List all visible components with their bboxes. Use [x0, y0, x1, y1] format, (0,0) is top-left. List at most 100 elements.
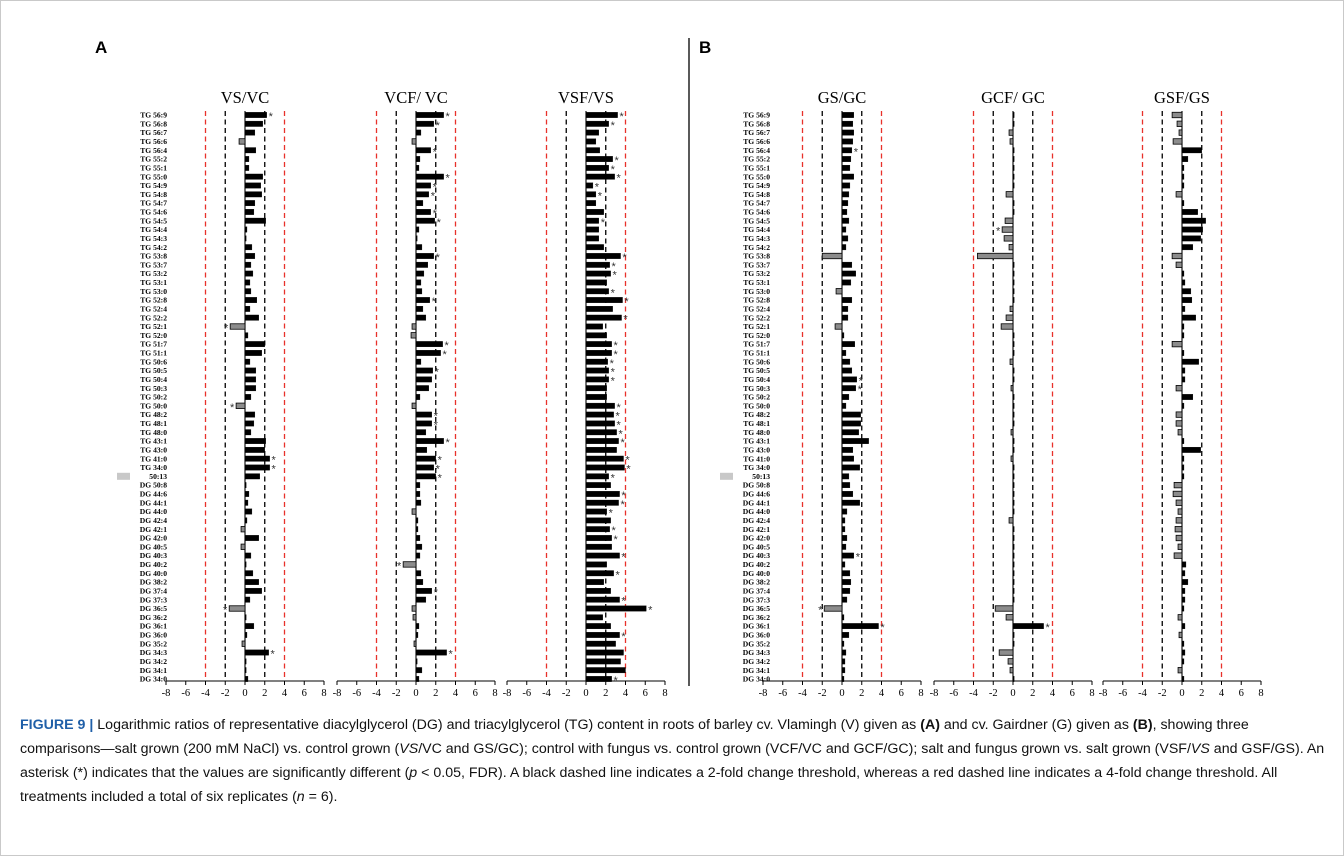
bar-gs-gc-dg-44-0 — [841, 508, 848, 515]
category-label: TG 51:7 — [743, 340, 770, 349]
significance-asterisk: * — [626, 464, 631, 476]
bar-gsf-gs-tg-41-0 — [1181, 455, 1185, 462]
bar-gs-gc-50-13 — [841, 473, 850, 480]
bar-gsf-gs-tg-55-1 — [1181, 164, 1185, 171]
bar-vsf-vs-tg-53-1 — [585, 279, 607, 286]
bar-gcf-gc-tg-55-2 — [1012, 156, 1015, 162]
bar-gcf-gc-dg-40-5 — [1012, 543, 1015, 550]
bar-gsf-gs-tg-54-2 — [1181, 244, 1194, 251]
bar-vs-vc-tg-50-2 — [244, 394, 252, 400]
category-label: TG 56:9 — [140, 111, 167, 120]
bar-vcf-vc-tg-43-1 — [415, 438, 444, 444]
significance-asterisk: * — [880, 622, 885, 634]
bar-vsf-vs-dg-37-4 — [585, 587, 611, 594]
bar-vsf-vs-tg-56-6 — [585, 138, 597, 145]
bar-gsf-gs-dg-34-1 — [1177, 667, 1183, 674]
bar-vcf-vc-tg-52-4 — [415, 305, 424, 312]
significance-asterisk: * — [648, 605, 653, 617]
bar-gsf-gs-tg-50-3 — [1175, 385, 1183, 392]
significance-asterisk: * — [271, 649, 276, 661]
x-tick-label: -6 — [1118, 688, 1127, 699]
bar-gcf-gc-50-13 — [1012, 473, 1015, 480]
bar-gs-gc-tg-48-2 — [841, 411, 861, 418]
significance-asterisk: * — [611, 375, 616, 387]
bar-vs-vc-tg-56-7 — [244, 129, 256, 136]
bar-vs-vc-tg-50-6 — [244, 358, 251, 365]
bar-gcf-gc-dg-35-2 — [1012, 640, 1015, 647]
panel-letter-a: A — [95, 38, 107, 57]
bar-vcf-vc-tg-54-2 — [415, 244, 423, 251]
bar-vs-vc-dg-42-4 — [244, 517, 248, 524]
bar-gsf-gs-tg-55-2 — [1181, 156, 1189, 162]
category-label: TG 56:4 — [743, 146, 770, 155]
caption-text-1: Logarithmic ratios of representative dia… — [93, 717, 921, 733]
significance-asterisk: * — [625, 455, 630, 467]
significance-asterisk: * — [436, 464, 441, 476]
significance-asterisk: * — [436, 252, 441, 264]
bar-gs-gc-dg-40-3 — [841, 552, 855, 559]
bar-vcf-vc-tg-56-7 — [415, 129, 422, 136]
bar-gcf-gc-tg-48-2 — [1012, 411, 1015, 418]
significance-asterisk: * — [611, 367, 616, 379]
bar-vcf-vc-tg-50-2 — [415, 394, 421, 400]
bar-gs-gc-dg-42-4 — [841, 517, 846, 524]
bar-gcf-gc-dg-36-1 — [1012, 623, 1044, 630]
bar-vcf-vc-dg-44-6 — [415, 491, 421, 497]
bar-vcf-vc-tg-54-4 — [415, 226, 420, 233]
category-label: TG 56:7 — [743, 128, 770, 137]
category-label: DG 40:0 — [140, 569, 167, 578]
subplot-title-gs-gc: GS/GC — [818, 88, 867, 107]
category-label: TG 52:8 — [743, 296, 770, 305]
caption-ref-a: (A) — [920, 717, 940, 733]
bar-gsf-gs-tg-34-0 — [1181, 464, 1185, 471]
bar-gs-gc-tg-53-8 — [821, 252, 843, 260]
category-label: TG 56:8 — [140, 119, 167, 128]
x-tick-label: -4 — [969, 688, 978, 699]
bar-gs-gc-tg-53-1 — [841, 279, 852, 286]
category-label: TG 54:5 — [743, 216, 770, 225]
category-label: TG 54:3 — [743, 234, 770, 243]
bar-gcf-gc-tg-34-0 — [1012, 464, 1015, 471]
bar-gs-gc-tg-48-0 — [841, 429, 859, 436]
bar-gcf-gc-dg-37-4 — [1012, 587, 1015, 594]
bar-gs-gc-tg-56-6 — [841, 138, 854, 145]
highlight-marker — [720, 472, 733, 480]
significance-asterisk: * — [623, 314, 628, 326]
bar-gsf-gs-tg-48-1 — [1175, 420, 1183, 427]
category-label: DG 34:1 — [743, 666, 770, 675]
bar-gs-gc-dg-36-2 — [841, 614, 845, 621]
bar-gsf-gs-tg-53-2 — [1181, 270, 1185, 277]
category-label: DG 34:0 — [140, 675, 167, 684]
bar-vcf-vc-dg-42-1 — [415, 526, 419, 533]
bar-vsf-vs-dg-34-1 — [585, 667, 626, 674]
category-label: TG 54:6 — [743, 208, 770, 217]
bar-vcf-vc-tg-56-6 — [411, 138, 417, 145]
significance-asterisk: * — [621, 490, 626, 502]
significance-asterisk: * — [616, 173, 621, 185]
x-tick-label: -4 — [201, 688, 210, 699]
bar-gsf-gs-tg-56-4 — [1181, 147, 1202, 154]
x-tick-label: 8 — [918, 688, 923, 699]
bar-vs-vc-dg-34-2 — [244, 658, 247, 665]
bar-gcf-gc-tg-55-0 — [1012, 173, 1015, 180]
x-tick-label: 4 — [879, 688, 885, 699]
category-label: DG 50:8 — [743, 481, 770, 490]
bar-gcf-gc-tg-52-4 — [1009, 305, 1014, 313]
significance-asterisk: * — [435, 367, 440, 379]
bar-gcf-gc-dg-40-2 — [1012, 561, 1015, 568]
category-label: TG 54:5 — [140, 216, 167, 225]
bar-gsf-gs-dg-34-3 — [1181, 649, 1186, 656]
bar-gs-gc-tg-50-4 — [841, 376, 857, 383]
bar-vsf-vs-tg-51-1 — [585, 350, 612, 356]
bar-vsf-vs-tg-48-0 — [585, 429, 617, 436]
category-label: DG 40:2 — [743, 560, 770, 569]
bar-gsf-gs-tg-48-0 — [1177, 429, 1183, 436]
x-tick-label: 8 — [1089, 688, 1094, 699]
category-label: TG 54:7 — [140, 199, 167, 208]
bar-gsf-gs-tg-43-1 — [1181, 438, 1185, 444]
bar-vsf-vs-dg-42-1 — [585, 526, 610, 533]
x-tick-label: 2 — [603, 688, 608, 699]
x-tick-label: 6 — [1239, 688, 1244, 699]
caption-text-4: /VC and GS/GC); control with fungus vs. … — [418, 741, 1191, 757]
significance-asterisk: * — [612, 525, 617, 537]
